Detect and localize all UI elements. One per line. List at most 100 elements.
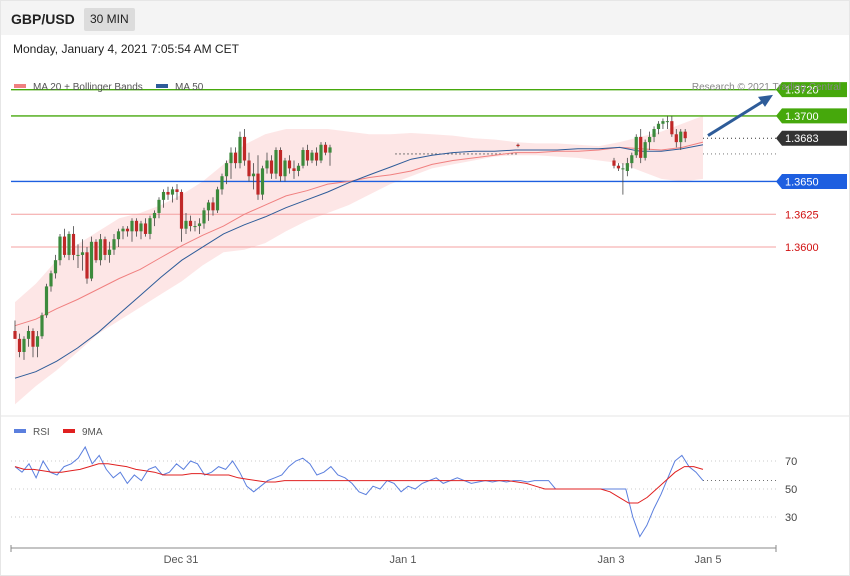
candle-body <box>229 152 233 164</box>
candle <box>661 118 665 130</box>
candle-body <box>188 220 193 227</box>
candle-body <box>287 160 292 169</box>
candle <box>206 199 211 221</box>
candle <box>98 233 103 266</box>
candle <box>283 157 287 182</box>
candle-body <box>134 220 139 232</box>
candle <box>166 186 170 200</box>
candle <box>139 220 143 240</box>
candle-body <box>661 121 665 124</box>
candle <box>229 147 233 179</box>
candle <box>103 236 107 261</box>
candle-body <box>283 160 287 177</box>
candle <box>125 226 130 237</box>
candle-body <box>40 315 44 337</box>
bollinger-band <box>15 115 703 405</box>
candle <box>197 218 202 234</box>
level-label-1.3683: 1.3683 <box>785 133 819 145</box>
candle <box>265 152 269 174</box>
candle-body <box>665 121 669 123</box>
candle-body <box>224 163 229 177</box>
candle <box>121 226 125 240</box>
candle-body <box>13 330 17 339</box>
level-label-1.3625: 1.3625 <box>785 209 819 221</box>
rsi-panel: 70 50 30 <box>11 445 797 538</box>
timeframe-badge[interactable]: 30 MIN <box>84 8 135 31</box>
candle-body <box>305 150 310 161</box>
candle <box>143 218 148 237</box>
level-tag-1.3720 <box>776 82 847 98</box>
candle <box>643 139 647 161</box>
x-tick-label: Jan 5 <box>695 554 722 566</box>
candle-body <box>634 136 638 156</box>
legend-rsi-ma-label: 9MA <box>82 427 103 438</box>
candle-body <box>71 233 76 255</box>
candle-body <box>179 191 184 229</box>
ma20-line <box>14 141 704 327</box>
candle <box>31 328 35 358</box>
legend-rsi-label: RSI <box>33 427 50 438</box>
candle <box>516 143 520 148</box>
candle-body <box>639 136 643 158</box>
x-tick-label: Jan 1 <box>390 554 417 566</box>
candle-body <box>292 168 296 171</box>
candle-body <box>148 218 152 234</box>
candle <box>296 163 301 177</box>
candle <box>656 121 661 135</box>
candle-body <box>94 241 98 261</box>
candle <box>242 129 247 166</box>
candle <box>35 330 40 358</box>
candle <box>274 147 278 179</box>
candle-body <box>197 223 202 227</box>
candle <box>648 131 652 151</box>
candle <box>301 147 305 169</box>
candle <box>269 155 274 179</box>
x-tick-label: Jan 3 <box>598 554 625 566</box>
candle <box>134 218 139 237</box>
level-tag-1.3683 <box>776 130 847 146</box>
candles <box>13 94 773 360</box>
candle-body <box>26 330 31 339</box>
candle-body <box>238 136 242 164</box>
candle-body <box>242 136 247 161</box>
x-axis: Dec 31 Jan 1 Jan 3 Jan 5 <box>10 545 777 566</box>
candle-body <box>53 260 58 274</box>
candle-body <box>22 338 26 352</box>
candle <box>107 241 112 263</box>
candle-body <box>621 168 625 170</box>
candle <box>670 115 674 137</box>
candle-body <box>256 173 260 195</box>
candle-body <box>296 165 301 171</box>
candle-body <box>161 191 166 200</box>
candle <box>112 233 116 255</box>
rsi-tick-70: 70 <box>785 456 797 468</box>
candle <box>679 129 683 151</box>
candle <box>328 144 332 166</box>
candle <box>179 189 184 242</box>
candle <box>71 226 76 261</box>
candle <box>652 126 656 143</box>
candle <box>85 247 89 284</box>
moving-averages <box>14 141 704 379</box>
candle-body <box>260 168 265 195</box>
candle <box>260 165 265 200</box>
candle-body <box>193 226 197 228</box>
candle <box>625 157 629 177</box>
candle-body <box>107 249 112 255</box>
candle <box>17 333 22 358</box>
candle <box>287 155 292 174</box>
candle-body <box>44 286 49 316</box>
candle <box>94 239 98 263</box>
candle-body <box>630 155 634 164</box>
legend-rsi-ma-swatch <box>63 429 75 433</box>
candle <box>220 173 224 195</box>
candle <box>89 236 94 282</box>
candle-body <box>278 150 283 177</box>
legend-main: MA 20 + Bollinger Bands MA 50 <box>14 82 204 93</box>
candle-body <box>274 150 278 174</box>
candle-body <box>112 239 116 250</box>
candle-body <box>125 228 130 232</box>
candle <box>80 239 85 271</box>
candle <box>247 152 251 182</box>
